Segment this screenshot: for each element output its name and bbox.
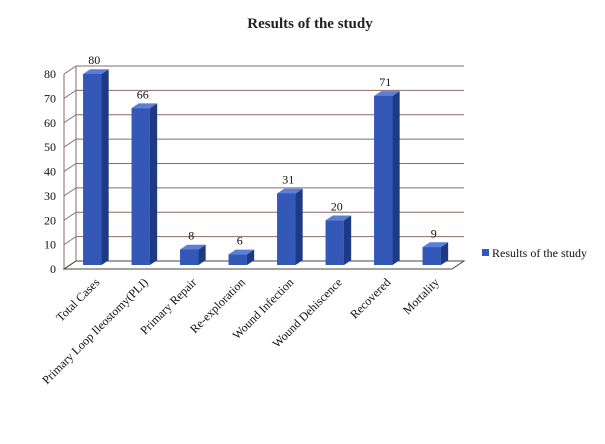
plot-area: 0 10 20 30 40 50 60 70 80 80 66 8 6 31 20 71 9 Total Case… bbox=[39, 53, 466, 387]
y-tick-label: 20 bbox=[44, 213, 56, 227]
bar bbox=[83, 74, 102, 265]
bar-top bbox=[131, 103, 158, 109]
data-label: 80 bbox=[88, 53, 100, 67]
data-label: 20 bbox=[331, 199, 343, 213]
gridline-side bbox=[63, 114, 77, 124]
y-tick-label: 0 bbox=[50, 262, 56, 276]
chart-floor bbox=[62, 260, 466, 270]
bar bbox=[131, 108, 150, 265]
bar-side bbox=[246, 249, 255, 265]
bar-top bbox=[180, 244, 206, 250]
x-tick-label: Mortality bbox=[400, 275, 442, 317]
y-tick-label: 70 bbox=[44, 91, 56, 105]
bar-side bbox=[392, 91, 400, 265]
bar-side bbox=[343, 215, 352, 265]
bar bbox=[228, 254, 247, 265]
data-label: 71 bbox=[379, 75, 391, 89]
data-label: 31 bbox=[282, 173, 294, 187]
bar-top bbox=[83, 69, 109, 74]
bar-top bbox=[422, 242, 449, 248]
gridline-side bbox=[63, 236, 77, 246]
y-tick-label: 60 bbox=[44, 116, 56, 130]
data-label: 6 bbox=[237, 234, 243, 248]
legend-label: Results of the study bbox=[492, 246, 587, 260]
bar bbox=[374, 95, 393, 265]
y-tick-label: 30 bbox=[44, 189, 56, 203]
legend: Results of the study bbox=[482, 246, 587, 260]
y-tick-label: 50 bbox=[44, 140, 56, 154]
bar-top bbox=[325, 215, 352, 221]
gridline-side bbox=[63, 138, 77, 148]
bar-side bbox=[149, 103, 158, 265]
gridline-side bbox=[63, 65, 77, 75]
data-label: 66 bbox=[137, 87, 149, 101]
x-tick-label: Total Cases bbox=[53, 275, 102, 324]
x-tick-label: Recovered bbox=[347, 275, 393, 321]
bar-top bbox=[374, 91, 400, 96]
gridline-side bbox=[63, 89, 77, 99]
bar-side bbox=[198, 244, 206, 265]
data-label: 8 bbox=[188, 229, 194, 243]
y-tick-label: 80 bbox=[44, 67, 56, 81]
bar-top bbox=[228, 249, 255, 255]
bar-side bbox=[295, 188, 303, 265]
bar-top bbox=[277, 188, 303, 194]
bar bbox=[180, 249, 199, 265]
y-tick-label: 40 bbox=[44, 165, 56, 179]
y-tick-label: 10 bbox=[44, 238, 56, 252]
legend-swatch bbox=[482, 249, 489, 256]
gridline-side bbox=[63, 163, 77, 172]
gridline-side bbox=[63, 211, 77, 221]
bar-side bbox=[440, 242, 449, 265]
gridline-side bbox=[63, 187, 77, 197]
data-label: 9 bbox=[431, 226, 437, 240]
bar bbox=[422, 247, 441, 265]
chart-title: Results of the study bbox=[247, 16, 373, 32]
bar-side bbox=[101, 69, 109, 265]
bar bbox=[277, 193, 296, 265]
bar bbox=[325, 220, 344, 265]
